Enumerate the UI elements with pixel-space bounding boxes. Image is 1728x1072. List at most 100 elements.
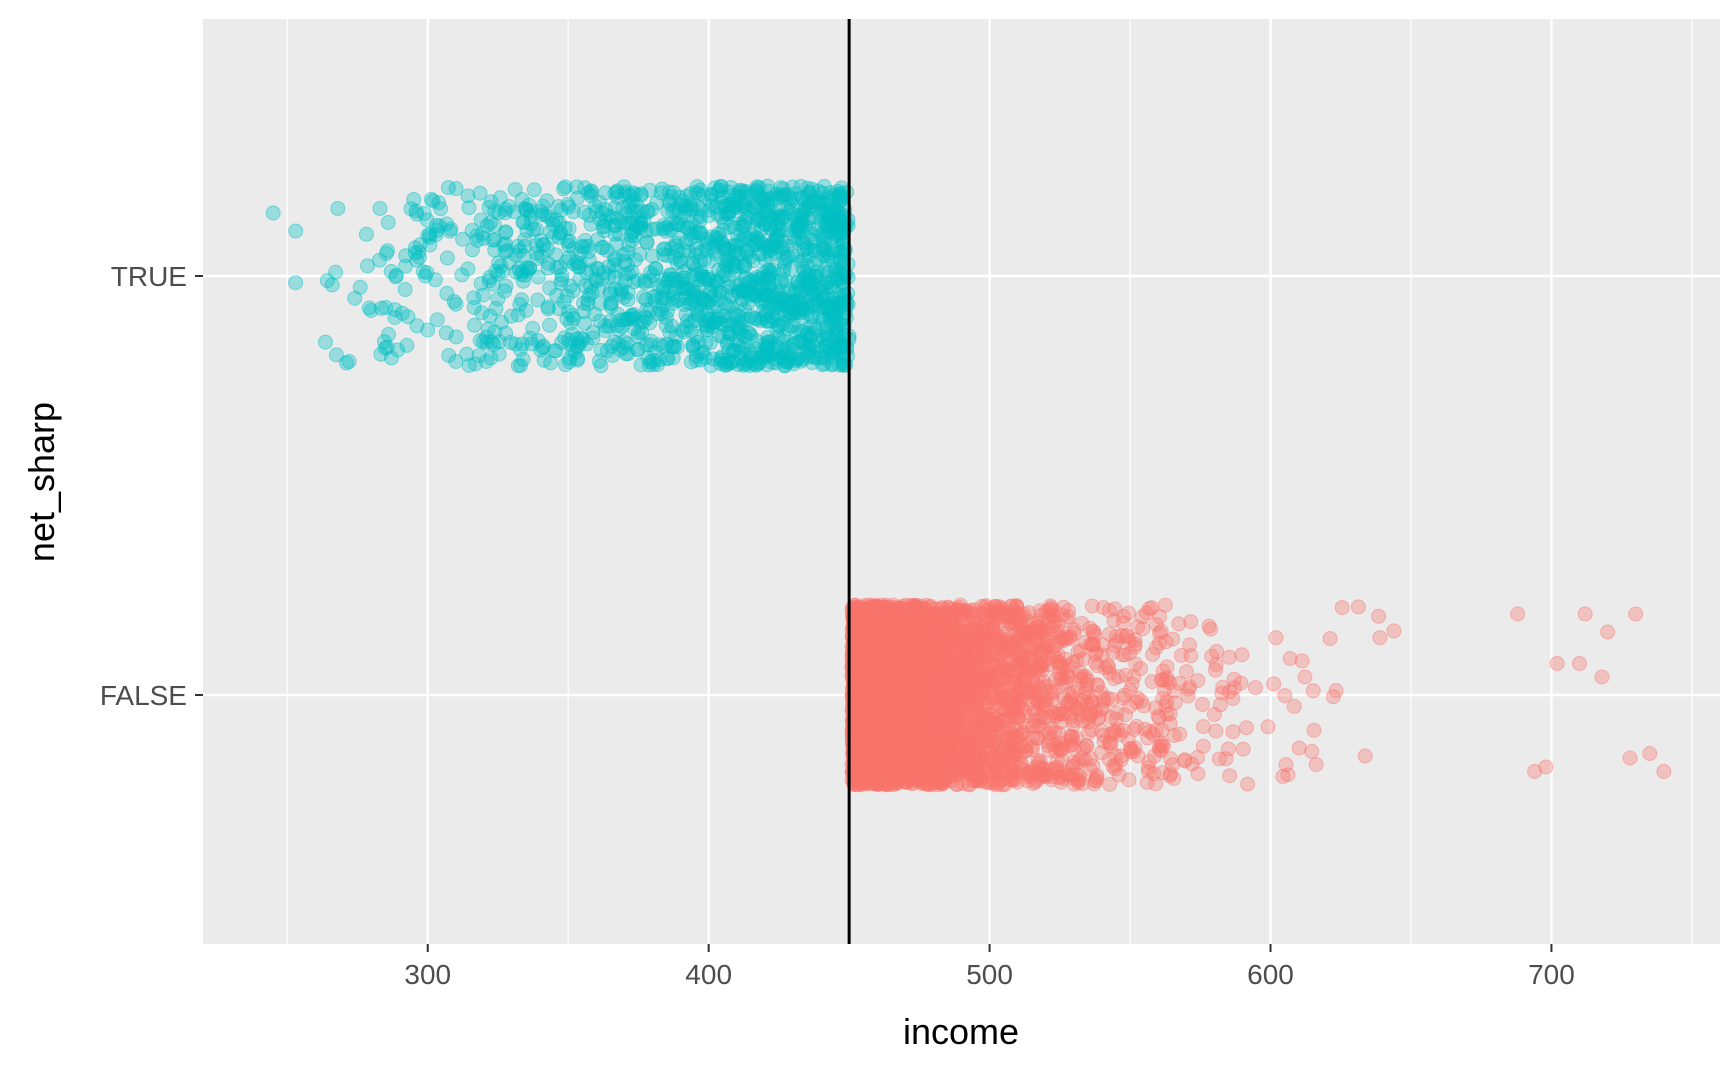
data-point-true [421, 323, 435, 337]
data-point-true [492, 335, 506, 349]
data-point-false [1056, 676, 1070, 690]
data-point-true [753, 293, 767, 307]
data-point-true [640, 235, 654, 249]
data-point-true [830, 273, 844, 287]
data-point-false [1239, 721, 1253, 735]
data-point-false [1209, 663, 1223, 677]
data-point-true [763, 267, 777, 281]
data-point-true [608, 201, 622, 215]
data-point-true [597, 224, 611, 238]
data-point-true [727, 244, 741, 258]
data-point-true [626, 186, 640, 200]
data-point-true [627, 322, 641, 336]
data-point-true [716, 264, 730, 278]
data-point-true [484, 215, 498, 229]
data-point-true [717, 223, 731, 237]
data-point-true [833, 190, 847, 204]
data-point-false [1204, 622, 1218, 636]
data-point-false [1292, 741, 1306, 755]
data-point-true [503, 256, 517, 270]
data-point-true [475, 306, 489, 320]
data-point-false [1269, 631, 1283, 645]
data-point-true [379, 247, 393, 261]
data-point-true [799, 201, 813, 215]
data-point-true [420, 266, 434, 280]
data-point-true [831, 243, 845, 257]
data-point-false [1127, 670, 1141, 684]
data-point-true [560, 312, 574, 326]
data-point-true [648, 345, 662, 359]
data-point-true [739, 184, 753, 198]
data-point-true [530, 246, 544, 260]
data-point-true [439, 326, 453, 340]
data-point-true [401, 310, 415, 324]
data-point-true [830, 204, 844, 218]
data-point-true [507, 205, 521, 219]
data-point-true [643, 274, 657, 288]
data-point-true [582, 245, 596, 259]
data-point-true [570, 180, 584, 194]
data-point-true [353, 280, 367, 294]
data-point-true [603, 287, 617, 301]
data-point-true [527, 183, 541, 197]
data-point-false [1261, 720, 1275, 734]
data-point-true [573, 336, 587, 350]
data-point-true [673, 198, 687, 212]
data-point-true [739, 357, 753, 371]
data-point-true [750, 231, 764, 245]
data-point-true [715, 235, 729, 249]
data-point-true [778, 358, 792, 372]
data-point-true [704, 285, 718, 299]
data-point-true [645, 203, 659, 217]
data-point-true [443, 224, 457, 238]
data-point-true [534, 343, 548, 357]
data-point-true [515, 337, 529, 351]
data-point-true [586, 325, 600, 339]
data-point-false [1222, 650, 1236, 664]
data-point-false [1298, 670, 1312, 684]
data-point-false [1154, 744, 1168, 758]
data-point-true [551, 200, 565, 214]
data-point-true [602, 260, 616, 274]
data-point-true [811, 210, 825, 224]
data-point-true [517, 268, 531, 282]
data-point-true [266, 206, 280, 220]
data-point-false [1183, 680, 1197, 694]
data-point-true [618, 216, 632, 230]
data-point-true [567, 242, 581, 256]
data-point-false [1235, 648, 1249, 662]
data-point-true [732, 314, 746, 328]
data-point-true [740, 244, 754, 258]
data-point-true [331, 202, 345, 216]
data-point-true [795, 300, 809, 314]
data-point-true [518, 233, 532, 247]
data-point-true [665, 340, 679, 354]
data-point-true [447, 295, 461, 309]
data-point-true [379, 301, 393, 315]
data-point-true [798, 265, 812, 279]
data-point-false [1227, 672, 1241, 686]
data-point-true [702, 203, 716, 217]
data-point-true [289, 224, 303, 238]
data-point-true [342, 355, 356, 369]
data-point-true [663, 325, 677, 339]
data-point-false [1306, 684, 1320, 698]
data-point-true [594, 359, 608, 373]
data-point-false [1236, 742, 1250, 756]
data-point-false [1209, 724, 1223, 738]
data-point-true [382, 327, 396, 341]
data-point-false [1335, 601, 1349, 615]
data-point-true [384, 265, 398, 279]
data-point-true [825, 358, 839, 372]
data-point-true [408, 246, 422, 260]
data-point-true [666, 273, 680, 287]
data-point-true [790, 249, 804, 263]
data-point-false [1221, 742, 1235, 756]
data-point-true [657, 291, 671, 305]
data-point-true [398, 283, 412, 297]
data-point-true [765, 310, 779, 324]
data-point-true [467, 291, 481, 305]
data-point-true [738, 271, 752, 285]
